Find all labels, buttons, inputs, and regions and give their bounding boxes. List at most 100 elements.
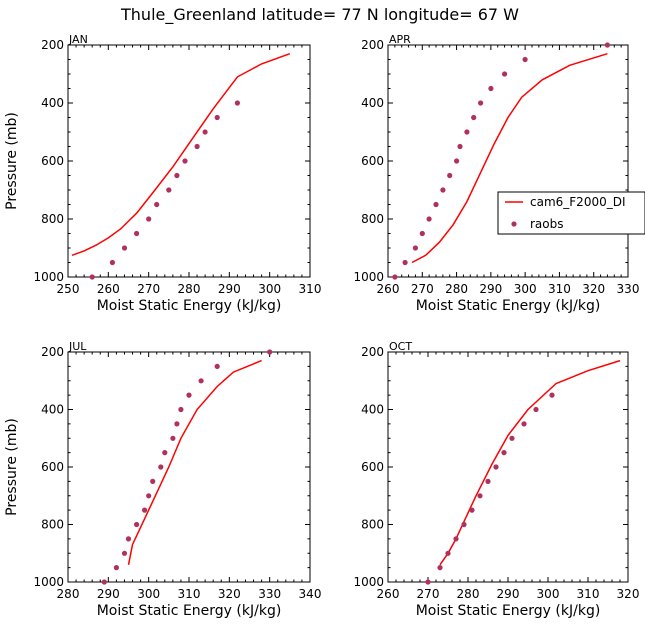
y-tick-label: 600	[361, 460, 384, 474]
obs-point	[158, 464, 164, 470]
x-tick-label: 290	[497, 587, 520, 601]
obs-point	[162, 450, 168, 456]
x-tick-label: 300	[514, 282, 537, 296]
x-tick-label: 260	[97, 282, 120, 296]
x-tick-label: 270	[411, 282, 434, 296]
obs-point	[461, 521, 467, 528]
obs-point	[146, 216, 152, 222]
y-tick-label: 400	[361, 96, 384, 110]
obs-point	[604, 42, 611, 48]
x-tick-label: 260	[377, 282, 400, 296]
obs-point	[154, 201, 160, 208]
panel-label: JUL	[68, 340, 87, 353]
y-tick-label: 600	[361, 154, 384, 168]
panel-oct: OCT 260 270 280 290 300 310 320 200 400 600 800 1000…	[353, 340, 639, 619]
plot-frame	[67, 44, 311, 278]
y-tick-label: 800	[361, 212, 384, 226]
legend-obs-marker	[511, 221, 517, 227]
plot-frame	[387, 351, 629, 583]
x-tick-label: 300	[258, 282, 281, 296]
y-axis-label: Pressure (mb)	[4, 112, 20, 210]
obs-point	[469, 507, 475, 513]
model-line-apr	[411, 52, 608, 264]
panels-group: JAN 250 260 270 280 290 300 310 200 400 600 800 1000…	[4, 33, 639, 619]
x-tick-label: 320	[582, 282, 605, 296]
obs-point	[501, 450, 507, 456]
obs-point	[471, 114, 477, 121]
obs-point	[447, 172, 453, 179]
obs-point	[522, 56, 528, 63]
obs-point	[174, 421, 180, 427]
panel-label: JAN	[68, 33, 88, 46]
obs-point	[178, 406, 184, 413]
obs-point	[437, 565, 443, 571]
y-tick-label: 400	[41, 96, 64, 110]
y-tick-label: 1000	[353, 575, 384, 589]
obs-point	[485, 478, 491, 484]
x-tick-label: 280	[57, 587, 80, 601]
obs-point	[174, 172, 180, 179]
x-tick-label: 300	[537, 587, 560, 601]
plot-frame	[67, 351, 311, 583]
obs-point	[186, 392, 192, 398]
legend-model-label: cam6_F2000_DI	[530, 195, 626, 209]
x-tick-label: 280	[445, 282, 468, 296]
obs-point	[533, 406, 539, 413]
obs-point	[433, 201, 439, 208]
x-tick-label: 320	[218, 587, 241, 601]
x-axis-label: Moist Static Energy (kJ/kg)	[416, 298, 601, 314]
x-tick-label: 310	[548, 282, 571, 296]
y-tick-label: 400	[41, 403, 64, 417]
legend: cam6_F2000_DI raobs	[497, 191, 645, 235]
y-tick-label: 200	[41, 345, 64, 359]
obs-point	[453, 536, 459, 542]
obs-point	[142, 507, 148, 513]
y-tick-label: 600	[41, 460, 64, 474]
obs-point	[440, 187, 446, 193]
x-tick-label: 290	[97, 587, 120, 601]
legend-box	[497, 191, 645, 235]
obs-point	[426, 216, 432, 222]
obs-point	[457, 143, 463, 150]
obs-point	[478, 100, 484, 106]
legend-obs-label: raobs	[530, 217, 564, 231]
x-tick-label: 270	[137, 282, 160, 296]
y-tick-label: 800	[41, 518, 64, 532]
obs-point	[194, 143, 200, 150]
x-tick-label: 310	[577, 587, 600, 601]
x-tick-label: 320	[617, 587, 640, 601]
x-tick-label: 310	[299, 282, 322, 296]
obs-point	[182, 158, 188, 164]
y-tick-label: 600	[41, 154, 64, 168]
panel-label: OCT	[389, 340, 412, 353]
x-tick-label: 280	[457, 587, 480, 601]
obs-point	[477, 493, 483, 499]
obs-point	[392, 274, 398, 280]
y-tick-label: 200	[361, 38, 384, 52]
x-tick-label: 260	[377, 587, 400, 601]
obs-point	[425, 579, 431, 585]
y-tick-label: 400	[361, 403, 384, 417]
obs-point	[493, 464, 499, 470]
x-tick-label: 340	[299, 587, 322, 601]
obs-point	[202, 129, 208, 135]
obs-point	[521, 421, 527, 427]
obs-point	[502, 71, 508, 77]
obs-point	[109, 259, 115, 266]
y-tick-label: 200	[41, 38, 64, 52]
y-axis-label: Pressure (mb)	[4, 418, 20, 516]
obs-point	[170, 435, 176, 441]
panel-jan: JAN 250 260 270 280 290 300 310 200 400 600 800 1000…	[4, 33, 321, 314]
obs-point	[509, 435, 515, 441]
x-tick-label: 300	[137, 587, 160, 601]
obs-point	[454, 158, 460, 164]
y-tick-label: 1000	[33, 270, 64, 284]
panel-label: APR	[389, 33, 411, 46]
obs-point	[419, 230, 425, 237]
x-tick-label: 290	[218, 282, 241, 296]
obs-point	[488, 85, 494, 92]
x-tick-label: 330	[258, 587, 281, 601]
y-tick-label: 200	[361, 345, 384, 359]
obs-point	[445, 550, 451, 556]
model-line-oct	[439, 359, 621, 566]
